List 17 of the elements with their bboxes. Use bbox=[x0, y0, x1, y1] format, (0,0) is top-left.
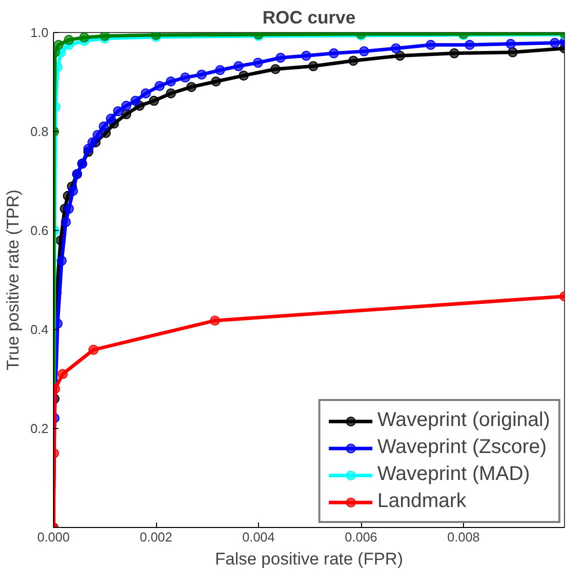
x-tick-label: 0.008 bbox=[447, 530, 480, 544]
chart-title: ROC curve bbox=[262, 8, 356, 28]
x-tick-label: 0.002 bbox=[140, 530, 172, 544]
x-tick-label: 0.004 bbox=[242, 530, 275, 544]
y-tick-label: 0.8 bbox=[30, 124, 49, 139]
legend-label: Waveprint (Zscore) bbox=[377, 436, 547, 459]
x-axis-title: False positive rate (FPR) bbox=[215, 550, 403, 568]
y-tick-label: 0.6 bbox=[30, 223, 49, 238]
y-axis-title: True positive rate (TPR) bbox=[3, 190, 22, 370]
y-tick-label: 1.0 bbox=[30, 25, 49, 40]
y-tick-label: 0.4 bbox=[30, 322, 49, 337]
legend-label: Waveprint (MAD) bbox=[377, 463, 530, 486]
legend-label: Landmark bbox=[377, 490, 466, 513]
x-tick-label: 0.006 bbox=[344, 530, 378, 544]
y-tick-label: 0.2 bbox=[30, 421, 49, 436]
x-tick-label: 0.000 bbox=[37, 530, 70, 544]
legend-label: Waveprint (original) bbox=[377, 409, 550, 432]
